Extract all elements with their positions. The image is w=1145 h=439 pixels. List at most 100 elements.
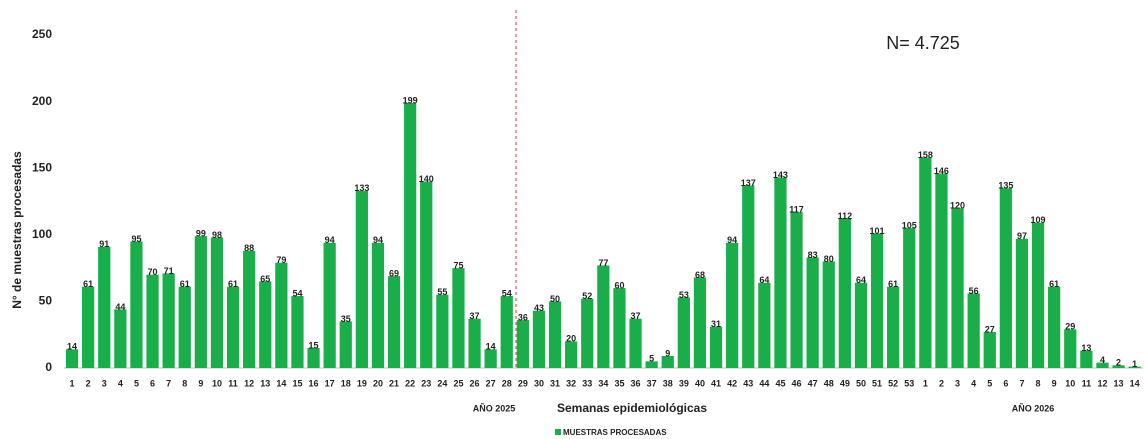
x-tick-label: 41 [711, 378, 721, 388]
value-label: 71 [164, 266, 174, 276]
value-label: 109 [1031, 215, 1046, 225]
x-tick-label: 9 [198, 378, 203, 388]
bar [887, 286, 900, 368]
bar [1031, 222, 1045, 368]
bar [967, 293, 980, 368]
x-tick-label: 15 [292, 378, 302, 388]
y-tick-label: 100 [32, 227, 52, 241]
legend-swatch [555, 429, 561, 435]
value-label: 94 [727, 235, 737, 245]
bar [452, 268, 465, 368]
x-tick-label: 30 [534, 378, 544, 388]
bar [468, 318, 481, 368]
value-label: 79 [276, 255, 286, 265]
value-label: 14 [486, 342, 496, 352]
value-label: 2 [1116, 358, 1121, 368]
bar [903, 228, 916, 368]
value-label: 61 [83, 279, 93, 289]
value-label: 91 [99, 239, 109, 249]
bar [307, 348, 320, 368]
bar [259, 281, 272, 368]
x-tick-label: 47 [808, 378, 818, 388]
value-label: 133 [354, 183, 369, 193]
value-label: 29 [1065, 322, 1075, 332]
y-axis-label: N° de muestras procesadas [10, 151, 24, 309]
x-tick-label: 24 [437, 378, 447, 388]
bar [404, 102, 417, 368]
value-label: 61 [888, 279, 898, 289]
bar [1080, 350, 1093, 368]
x-tick-label: 14 [1130, 378, 1140, 388]
value-label: 9 [665, 348, 670, 358]
x-tick-label: 4 [971, 378, 976, 388]
x-tick-label: 8 [1036, 378, 1041, 388]
value-label: 99 [196, 229, 206, 239]
bar [82, 286, 95, 368]
bar [822, 261, 835, 368]
value-label: 68 [695, 270, 705, 280]
value-label: 112 [838, 211, 853, 221]
x-tick-label: 6 [150, 378, 155, 388]
x-tick-label: 31 [550, 378, 560, 388]
x-tick-label: 5 [987, 378, 992, 388]
x-tick-label: 37 [647, 378, 657, 388]
x-tick-label: 29 [518, 378, 528, 388]
x-tick-label: 16 [309, 378, 319, 388]
bar [854, 282, 868, 368]
bar [645, 361, 658, 368]
value-label: 35 [341, 314, 351, 324]
value-label: 4 [1100, 355, 1105, 365]
bar [774, 177, 787, 368]
bar [742, 185, 755, 368]
bar [1096, 362, 1109, 368]
bar [597, 265, 610, 368]
x-tick-label: 12 [244, 378, 254, 388]
y-tick-label: 0 [45, 360, 52, 374]
x-tick-label: 11 [228, 378, 238, 388]
x-tick-label: 40 [695, 378, 705, 388]
x-tick-label: 11 [1082, 378, 1092, 388]
x-tick-label: 17 [325, 378, 335, 388]
value-label: 61 [228, 279, 238, 289]
x-tick-label: 6 [1003, 378, 1008, 388]
bar [500, 296, 513, 368]
value-label: 98 [212, 230, 222, 240]
bar [726, 242, 739, 368]
x-tick-label: 46 [792, 378, 802, 388]
x-tick-label: 3 [955, 378, 960, 388]
x-tick-label: 26 [470, 378, 480, 388]
value-label: 36 [518, 312, 528, 322]
bar [693, 277, 707, 368]
x-tick-label: 2 [939, 378, 944, 388]
x-tick-label: 20 [373, 378, 383, 388]
bar [935, 173, 948, 368]
x-tick-label: 14 [276, 378, 286, 388]
year-label: AÑO 2025 [473, 403, 516, 413]
bar [243, 250, 256, 368]
x-tick-label: 4 [118, 378, 123, 388]
value-label: 60 [614, 280, 624, 290]
x-tick-label: 33 [582, 378, 592, 388]
value-label: 97 [1017, 231, 1027, 241]
bar [98, 246, 111, 368]
bar [226, 286, 240, 368]
value-label: 65 [260, 274, 270, 284]
bar [838, 218, 851, 368]
value-label: 44 [115, 302, 125, 312]
x-tick-label: 22 [405, 378, 415, 388]
value-label: 54 [502, 288, 512, 298]
value-label: 64 [856, 275, 866, 285]
value-label: 54 [292, 288, 302, 298]
value-label: 88 [244, 243, 254, 253]
bar [371, 242, 385, 368]
x-tick-label: 25 [453, 378, 463, 388]
legend-label: MUESTRAS PROCESADAS [563, 428, 667, 437]
x-tick-label: 53 [904, 378, 914, 388]
bar [65, 349, 79, 368]
value-label: 43 [534, 303, 544, 313]
bar [983, 332, 996, 368]
bar [1112, 365, 1125, 368]
x-tick-label: 44 [759, 378, 769, 388]
bar [178, 286, 191, 368]
x-tick-label: 12 [1097, 378, 1107, 388]
